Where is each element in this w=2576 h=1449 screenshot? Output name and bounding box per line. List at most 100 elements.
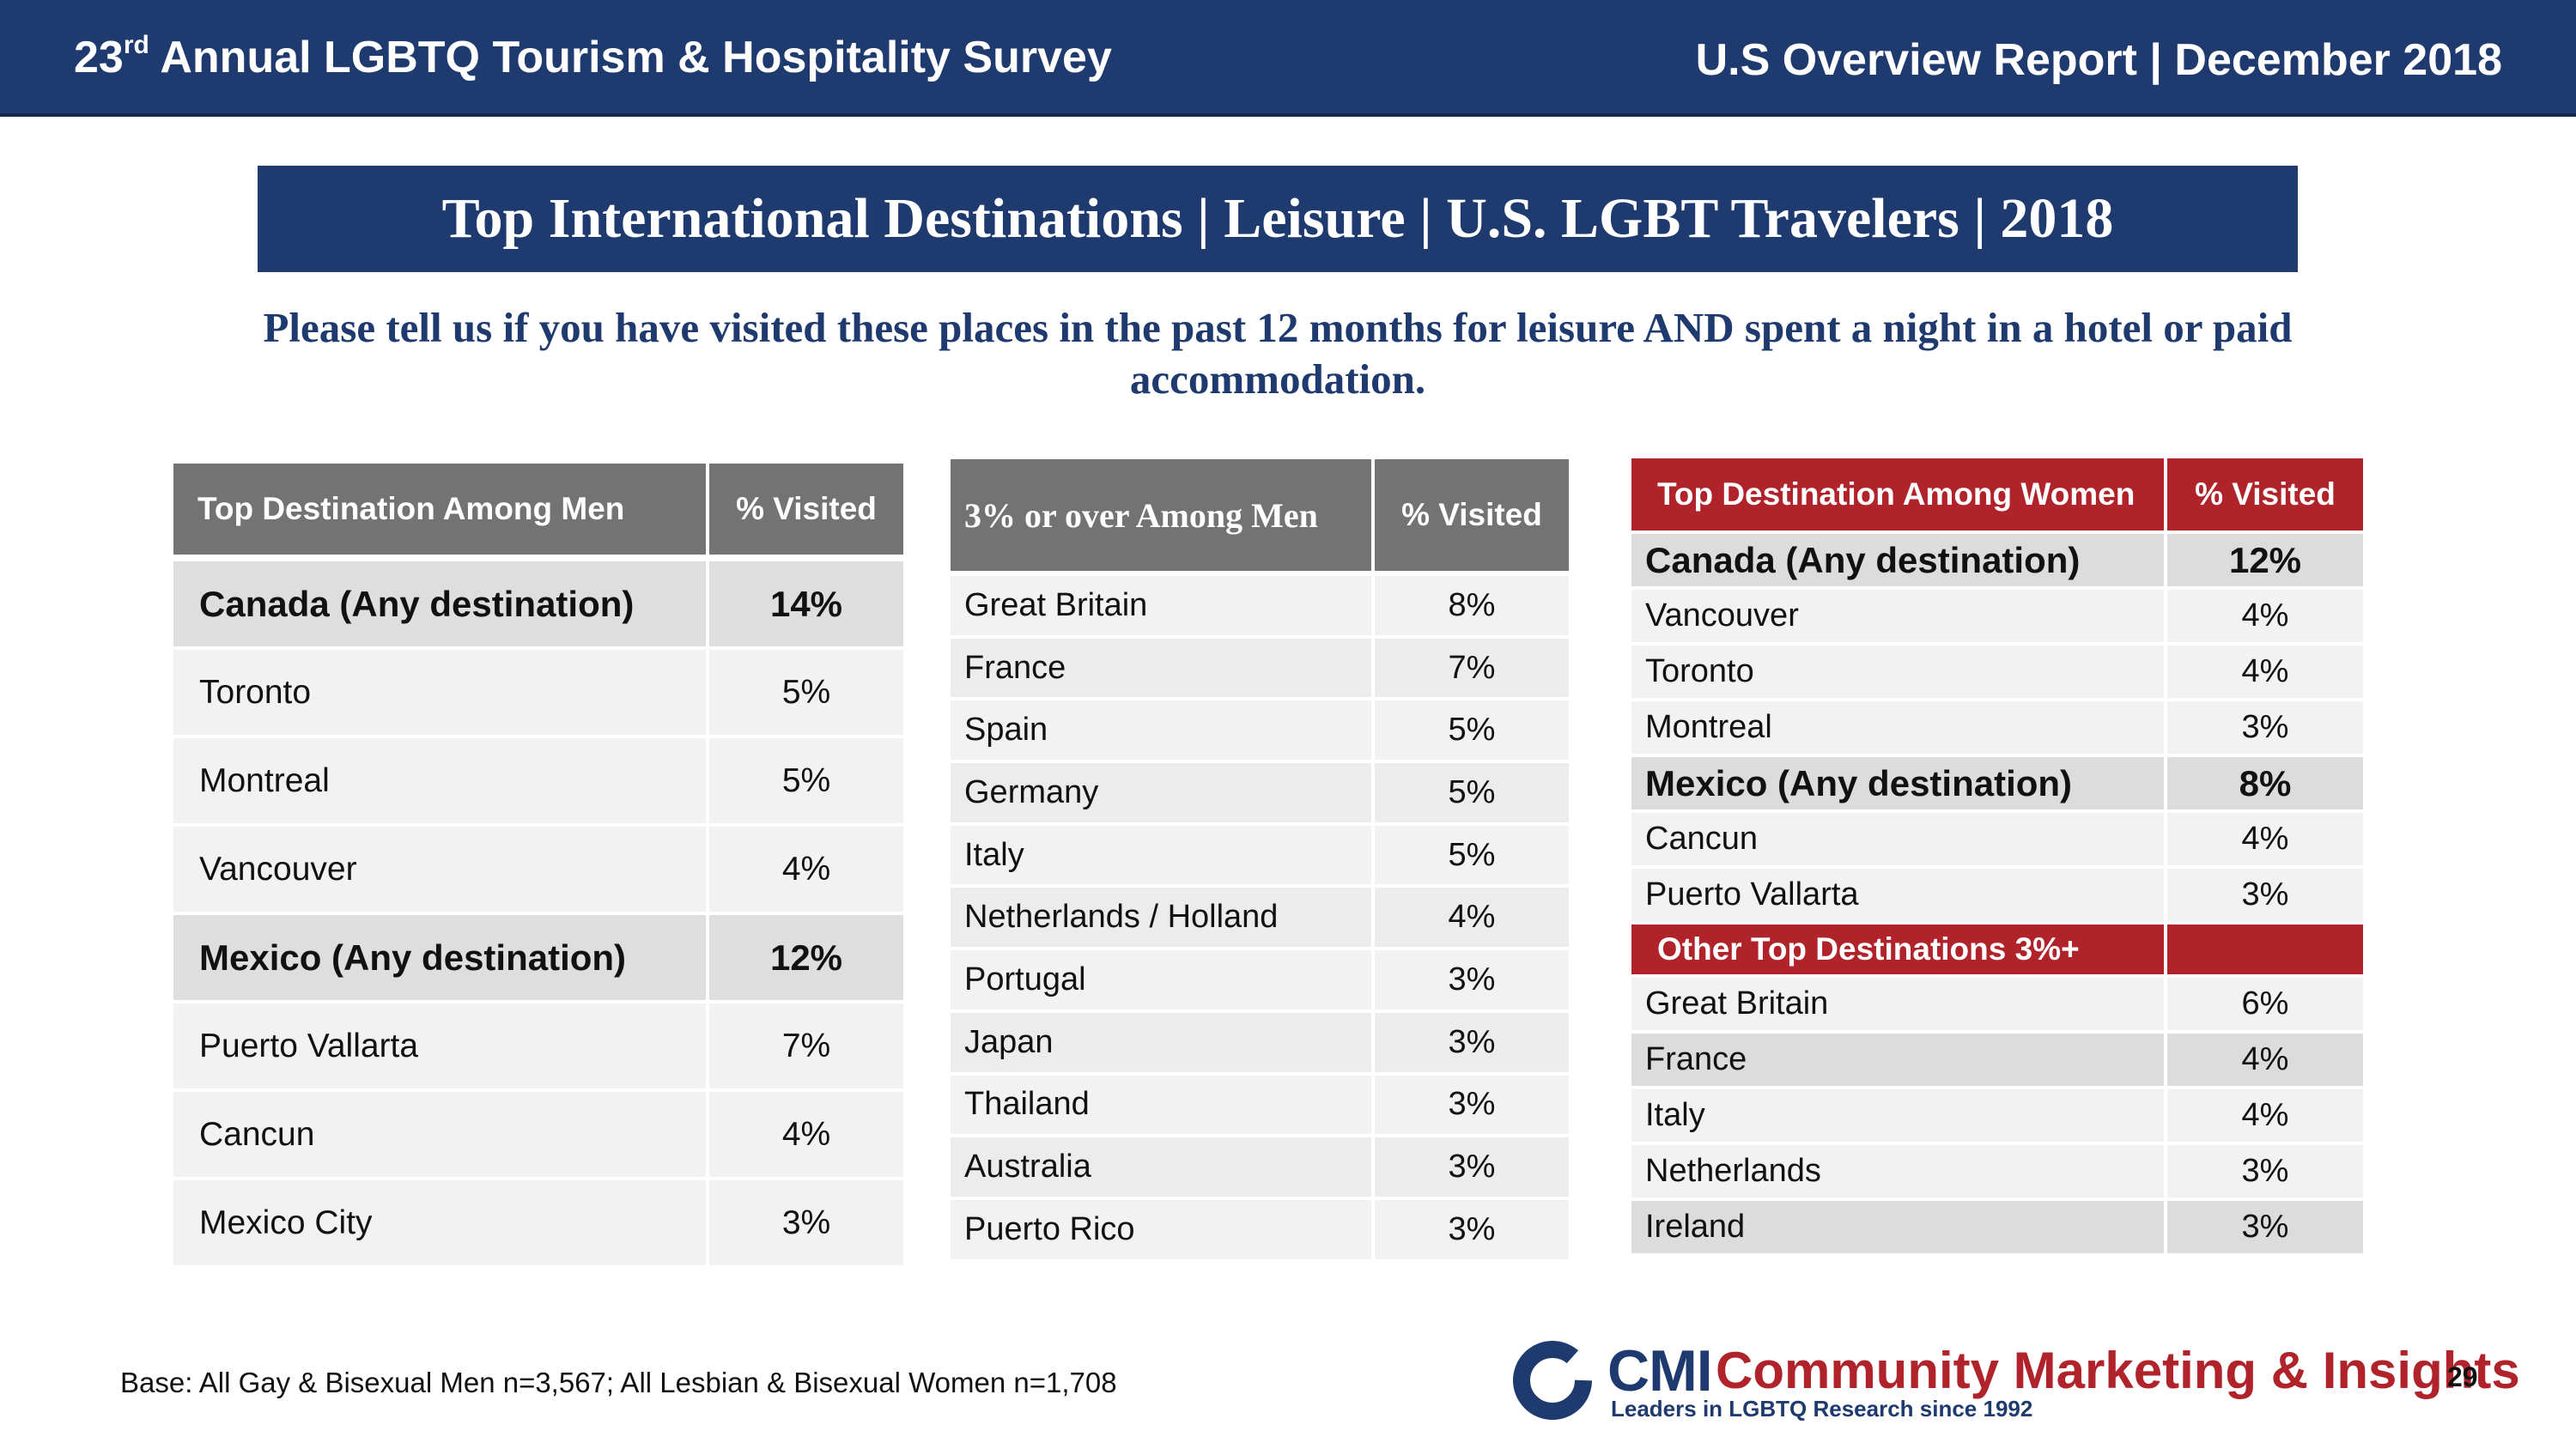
table-row: Netherlands 3% bbox=[1631, 1145, 2363, 1201]
table-row: Canada (Any destination) 14% bbox=[173, 561, 903, 650]
destination-name: Italy bbox=[951, 825, 1375, 888]
survey-title: 23rd Annual LGBTQ Tourism & Hospitality … bbox=[74, 31, 1112, 82]
table-row: France 7% bbox=[951, 638, 1569, 701]
visited-value: 4% bbox=[2167, 1089, 2363, 1145]
table-row: Mexico City 3% bbox=[173, 1180, 903, 1269]
destination-name: Spain bbox=[951, 700, 1375, 764]
destination-name: Toronto bbox=[173, 650, 709, 738]
table-header-row: 3% or over Among Men % Visited bbox=[951, 459, 1569, 576]
table-header-row: Top Destination Among Women % Visited bbox=[1631, 458, 2363, 534]
destination-name: Ireland bbox=[1631, 1201, 2167, 1257]
table-row: Cancun 4% bbox=[173, 1092, 903, 1180]
men-top-destinations-table: Top Destination Among Men % Visited Cana… bbox=[173, 464, 903, 1269]
visited-value: 5% bbox=[1375, 825, 1569, 888]
destination-name: Canada (Any destination) bbox=[1631, 534, 2167, 590]
destination-name: Canada (Any destination) bbox=[173, 561, 709, 650]
visited-value: 5% bbox=[1375, 763, 1569, 826]
survey-question: Please tell us if you have visited these… bbox=[263, 304, 2293, 403]
destination-name: Toronto bbox=[1631, 646, 2167, 701]
column-header-destination: 3% or over Among Men bbox=[951, 459, 1375, 576]
destination-name: Cancun bbox=[173, 1092, 709, 1180]
visited-value: 3% bbox=[1375, 1199, 1569, 1263]
destination-name: Portugal bbox=[951, 950, 1375, 1013]
report-date: U.S Overview Report | December 2018 bbox=[1695, 35, 2502, 85]
column-header-visited: % Visited bbox=[709, 464, 903, 561]
slide-title: Top International Destinations | Leisure… bbox=[441, 187, 2114, 250]
table-row: Montreal 3% bbox=[1631, 701, 2363, 757]
destination-name: Germany bbox=[951, 763, 1375, 826]
visited-value: 3% bbox=[709, 1180, 903, 1269]
table-row: Mexico (Any destination) 8% bbox=[1631, 757, 2363, 813]
destination-name: Mexico (Any destination) bbox=[1631, 757, 2167, 813]
destination-name: Netherlands / Holland bbox=[951, 888, 1375, 951]
visited-value: 3% bbox=[2167, 1201, 2363, 1257]
page-number: 29 bbox=[2447, 1361, 2478, 1392]
table-row: Toronto 5% bbox=[173, 650, 903, 738]
men-3pct-over-table: 3% or over Among Men % Visited Great Bri… bbox=[951, 459, 1569, 1263]
destination-name: Australia bbox=[951, 1137, 1375, 1200]
table-row: Vancouver 4% bbox=[173, 827, 903, 915]
visited-value: 6% bbox=[2167, 978, 2363, 1034]
destination-name: Montreal bbox=[1631, 701, 2167, 757]
cmi-ring-icon bbox=[1513, 1341, 1593, 1420]
destination-name: Mexico (Any destination) bbox=[173, 915, 709, 1003]
visited-value: 4% bbox=[709, 1092, 903, 1180]
table-row: Netherlands / Holland 4% bbox=[951, 888, 1569, 951]
table-row: Germany 5% bbox=[951, 763, 1569, 826]
visited-value: 4% bbox=[2167, 646, 2363, 701]
destination-name: France bbox=[951, 638, 1375, 701]
visited-value: 7% bbox=[1375, 638, 1569, 701]
visited-value: 3% bbox=[2167, 701, 2363, 757]
visited-value: 5% bbox=[1375, 700, 1569, 764]
table-subheader-row: Other Top Destinations 3%+ bbox=[1631, 925, 2363, 978]
table-row: Thailand 3% bbox=[951, 1075, 1569, 1138]
table-row: Toronto 4% bbox=[1631, 646, 2363, 701]
table-row: France 4% bbox=[1631, 1034, 2363, 1089]
visited-value: 3% bbox=[1375, 1075, 1569, 1138]
table-row: Great Britain 6% bbox=[1631, 978, 2363, 1034]
table-row: Vancouver 4% bbox=[1631, 590, 2363, 646]
table-row: Ireland 3% bbox=[1631, 1201, 2363, 1257]
table-row: Italy 4% bbox=[1631, 1089, 2363, 1145]
table-row: Australia 3% bbox=[951, 1137, 1569, 1200]
base-footnote: Base: All Gay & Bisexual Men n=3,567; Al… bbox=[120, 1367, 1117, 1398]
destination-name: Japan bbox=[951, 1012, 1375, 1076]
visited-value: 4% bbox=[709, 827, 903, 915]
visited-value: 5% bbox=[709, 738, 903, 827]
table-row: Mexico (Any destination) 12% bbox=[173, 915, 903, 1003]
other-destinations-header-blank bbox=[2167, 925, 2363, 978]
visited-value: 8% bbox=[2167, 757, 2363, 813]
table-row: Spain 5% bbox=[951, 700, 1569, 764]
table-row: Great Britain 8% bbox=[951, 576, 1569, 639]
destination-name: Vancouver bbox=[173, 827, 709, 915]
visited-value: 3% bbox=[2167, 1145, 2363, 1201]
table-row: Puerto Rico 3% bbox=[951, 1199, 1569, 1263]
destination-name: Great Britain bbox=[951, 576, 1375, 639]
visited-value: 12% bbox=[709, 915, 903, 1003]
destination-name: France bbox=[1631, 1034, 2167, 1089]
other-destinations-header: Other Top Destinations 3%+ bbox=[1631, 925, 2167, 978]
table-header-row: Top Destination Among Men % Visited bbox=[173, 464, 903, 561]
top-banner: 23rd Annual LGBTQ Tourism & Hospitality … bbox=[0, 0, 2576, 117]
destination-name: Netherlands bbox=[1631, 1145, 2167, 1201]
table-row: Puerto Vallarta 7% bbox=[173, 1003, 903, 1092]
destination-name: Mexico City bbox=[173, 1180, 709, 1269]
table-row: Portugal 3% bbox=[951, 950, 1569, 1013]
destination-name: Thailand bbox=[951, 1075, 1375, 1138]
destination-name: Montreal bbox=[173, 738, 709, 827]
visited-value: 3% bbox=[1375, 1012, 1569, 1076]
column-header-visited: % Visited bbox=[1375, 459, 1569, 576]
destination-name: Great Britain bbox=[1631, 978, 2167, 1034]
table-row: Japan 3% bbox=[951, 1012, 1569, 1076]
column-header-destination: Top Destination Among Women bbox=[1631, 458, 2167, 534]
destination-name: Italy bbox=[1631, 1089, 2167, 1145]
visited-value: 4% bbox=[2167, 1034, 2363, 1089]
visited-value: 3% bbox=[1375, 950, 1569, 1013]
cmi-logo: CMI Community Marketing & Insights Leade… bbox=[1511, 1337, 2520, 1423]
visited-value: 14% bbox=[709, 561, 903, 650]
column-header-visited: % Visited bbox=[2167, 458, 2363, 534]
destination-name: Puerto Rico bbox=[951, 1199, 1375, 1263]
table-row: Puerto Vallarta 3% bbox=[1631, 869, 2363, 925]
table-row: Cancun 4% bbox=[1631, 813, 2363, 869]
column-header-destination: Top Destination Among Men bbox=[173, 464, 709, 561]
